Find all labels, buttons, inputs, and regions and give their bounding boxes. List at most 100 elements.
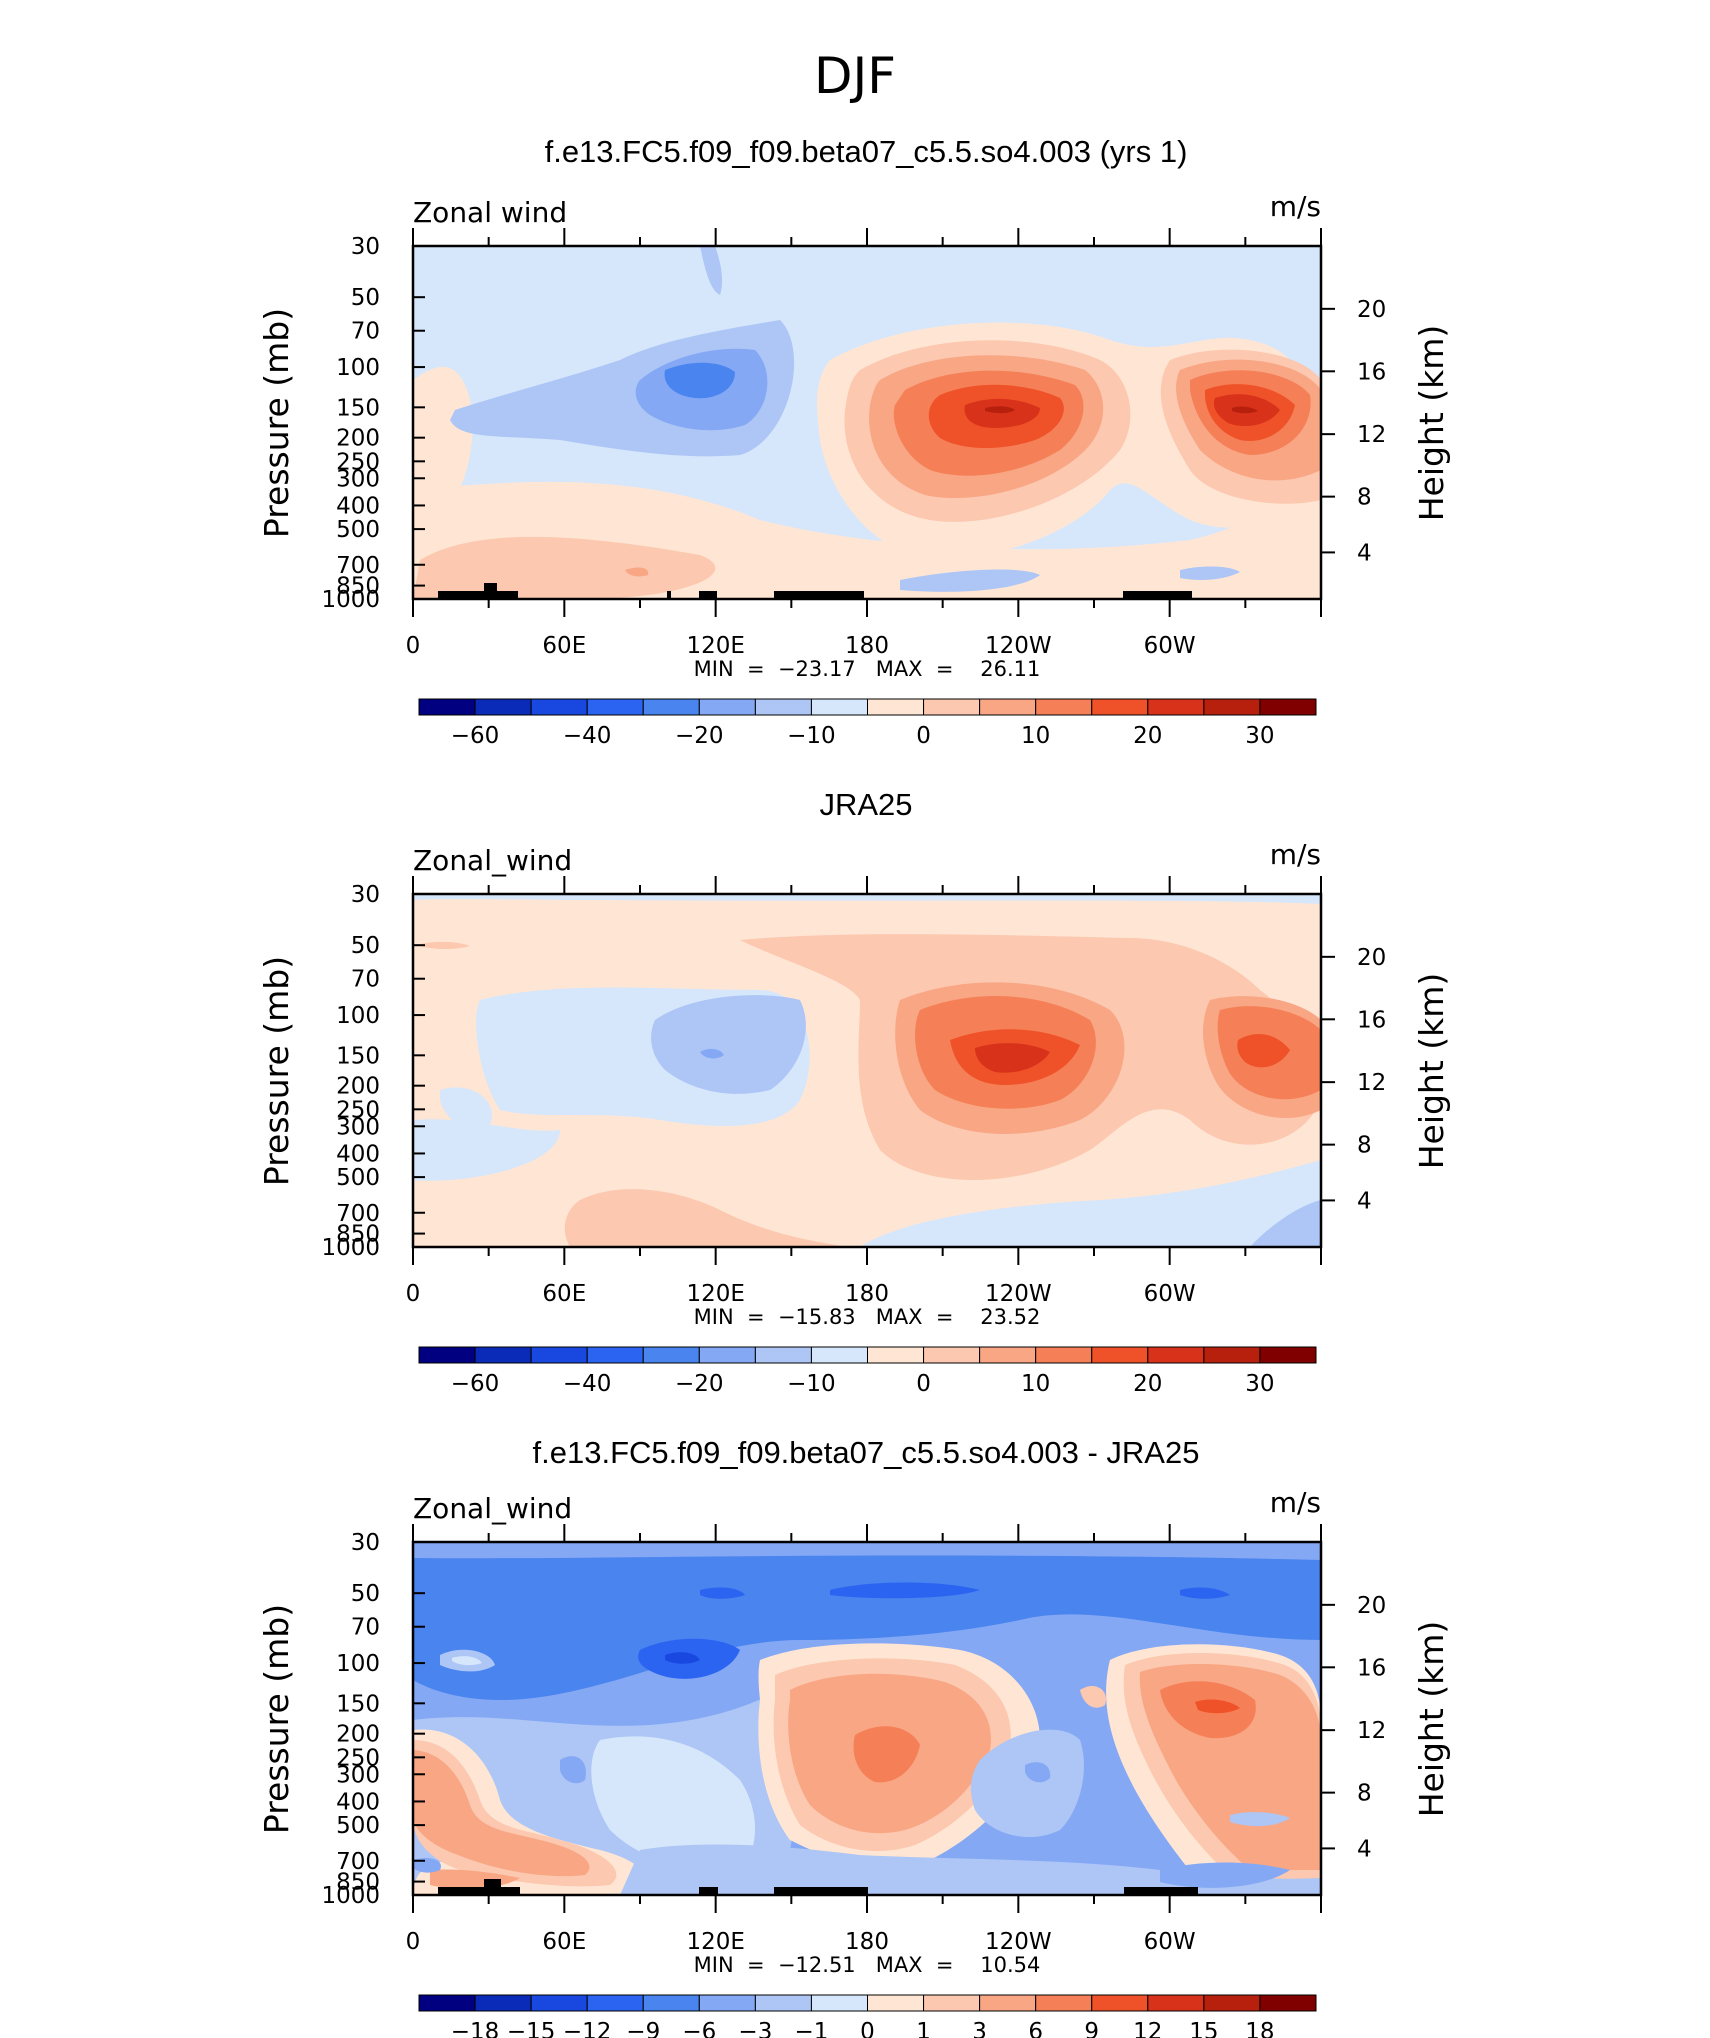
x-tick-label: 120W [985, 1281, 1052, 1307]
colorbar-swatch [586, 1994, 644, 2012]
y2-tick-label: 20 [1357, 297, 1386, 323]
colorbar-swatch [979, 1346, 1037, 1364]
colorbar-swatch [418, 1346, 476, 1364]
y-tick-label: 500 [336, 517, 380, 543]
y2-tick-label: 12 [1357, 1718, 1386, 1744]
colorbar-swatch [979, 698, 1037, 716]
y-tick-label: 300 [336, 1114, 380, 1140]
y2-tick-label: 8 [1357, 1781, 1372, 1807]
panel-title: JRA25 [819, 787, 912, 822]
colorbar-swatch [979, 1994, 1037, 2012]
x-tick-label: 60E [542, 1929, 586, 1955]
colorbar-swatch [474, 1346, 532, 1364]
y2-axis-label: Height (km) [1412, 1621, 1451, 1818]
y2-tick-label: 8 [1357, 1133, 1372, 1159]
colorbar-swatch [642, 1346, 700, 1364]
stats-label: MIN = −23.17 MAX = 26.11 [694, 657, 1041, 681]
colorbar: −60 −40 −20 −10 0 10 20 30 [418, 1346, 1317, 1397]
colorbar-swatch [1091, 1346, 1149, 1364]
colorbar-swatch [867, 1994, 925, 2012]
colorbar-label: −10 [787, 723, 836, 749]
y-tick-label: 50 [351, 933, 380, 959]
colorbar-label: −10 [787, 1371, 836, 1397]
colorbar-swatch [698, 1346, 756, 1364]
panel-title: f.e13.FC5.f09_f09.beta07_c5.5.so4.003 (y… [545, 134, 1188, 169]
colorbar-swatch [474, 698, 532, 716]
colorbar-swatch [418, 1994, 476, 2012]
y-tick-label: 250 [336, 1097, 380, 1123]
y-tick-label: 70 [351, 967, 380, 993]
y-tick-label: 850 [336, 1870, 380, 1896]
y-tick-label: 100 [336, 355, 380, 381]
colorbar-label: −12 [563, 2019, 612, 2038]
units-label: m/s [1270, 1486, 1321, 1519]
colorbar-swatch [1091, 1994, 1149, 2012]
colorbar-swatch [1203, 1994, 1261, 2012]
colorbar-label: −40 [563, 1371, 612, 1397]
y-tick-label: 30 [351, 1530, 380, 1556]
y-tick-label: 850 [336, 1222, 380, 1248]
y2-tick-label: 8 [1357, 485, 1372, 511]
x-axis-ticks: 0 60E 120E 180 120W 60W [406, 1524, 1322, 1955]
colorbar-label: −40 [563, 723, 612, 749]
colorbar-label: 9 [1084, 2019, 1099, 2038]
colorbar-swatch [530, 1346, 588, 1364]
y-tick-label: 50 [351, 285, 380, 311]
colorbar-swatch [586, 1346, 644, 1364]
units-label: m/s [1270, 838, 1321, 871]
colorbar-label: 3 [972, 2019, 987, 2038]
x-tick-label: 120E [686, 1929, 744, 1955]
y2-tick-label: 4 [1357, 1836, 1372, 1862]
y-tick-label: 700 [336, 553, 380, 579]
colorbar-label: 6 [1028, 2019, 1043, 2038]
colorbar-swatch [1147, 1346, 1205, 1364]
colorbar-swatch [867, 1346, 925, 1364]
y-tick-label: 1000 [321, 1235, 380, 1261]
y-axis-label: Pressure (mb) [257, 308, 296, 538]
field-label: Zonal_wind [413, 844, 572, 877]
x-tick-label: 60E [542, 1281, 586, 1307]
colorbar-label: 0 [916, 1371, 931, 1397]
y-tick-label: 700 [336, 1201, 380, 1227]
y-tick-label: 200 [336, 1074, 380, 1100]
colorbar-swatch [642, 1994, 700, 2012]
y-axis-label: Pressure (mb) [257, 1604, 296, 1834]
y-tick-label: 30 [351, 234, 380, 260]
colorbar-swatch [698, 698, 756, 716]
y-tick-label: 70 [351, 1615, 380, 1641]
colorbar-label: 20 [1133, 1371, 1162, 1397]
x-tick-label: 120W [985, 633, 1052, 659]
y2-tick-label: 12 [1357, 1070, 1386, 1096]
colorbar-swatch [1203, 698, 1261, 716]
y-tick-label: 400 [336, 493, 380, 519]
colorbar-swatch [754, 1346, 812, 1364]
stats-label: MIN = −15.83 MAX = 23.52 [694, 1305, 1041, 1329]
y-tick-label: 300 [336, 1762, 380, 1788]
y2-tick-label: 16 [1357, 359, 1386, 385]
y-tick-label: 500 [336, 1813, 380, 1839]
colorbar-label: −3 [738, 2019, 772, 2038]
colorbar-label: −60 [451, 1371, 500, 1397]
y2-tick-label: 16 [1357, 1655, 1386, 1681]
y2-tick-label: 20 [1357, 1593, 1386, 1619]
colorbar-swatch [1035, 1346, 1093, 1364]
colorbar-swatch [810, 698, 868, 716]
colorbar-swatch [530, 698, 588, 716]
colorbar-label: −9 [626, 2019, 660, 2038]
colorbar-label: −20 [675, 723, 724, 749]
colorbar-swatch [810, 1346, 868, 1364]
colorbar: −18 −15 −12 −9 −6 −3 −1 0 1 3 6 9 12 15 18 [418, 1994, 1317, 2038]
colorbar-swatch [810, 1994, 868, 2012]
x-axis-ticks: 0 60E 120E 180 120W 60W [406, 228, 1322, 659]
contour-field [413, 1542, 1321, 1895]
y2-axis-label: Height (km) [1412, 973, 1451, 1170]
colorbar-swatch [923, 1346, 981, 1364]
colorbar-swatch [1147, 1994, 1205, 2012]
x-tick-label: 60E [542, 633, 586, 659]
colorbar-swatch [1091, 698, 1149, 716]
x-tick-label: 60W [1144, 1929, 1196, 1955]
y-tick-label: 400 [336, 1789, 380, 1815]
